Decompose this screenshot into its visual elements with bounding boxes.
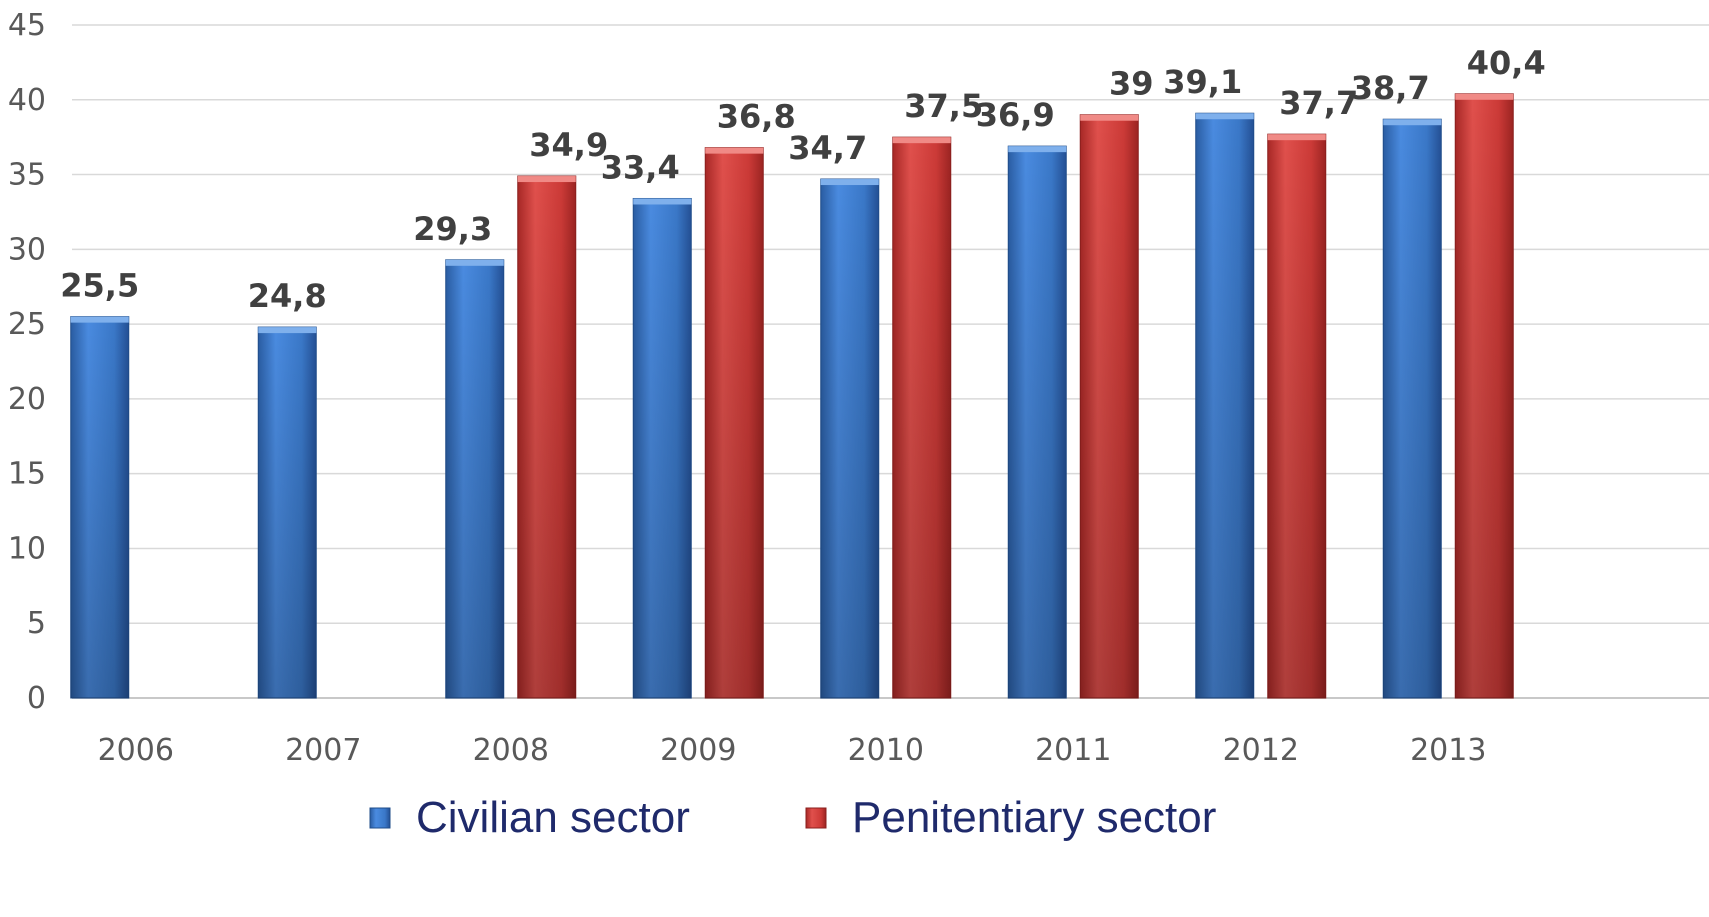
- grid-lines: [72, 24, 1709, 699]
- data-label: 37,7: [1279, 84, 1358, 122]
- data-label: 39,1: [1163, 63, 1242, 101]
- x-tick-label: 2007: [285, 733, 361, 768]
- bar-shade: [820, 179, 879, 698]
- bar-civilian-sector: [1007, 145, 1067, 699]
- y-tick-label: 25: [8, 307, 46, 342]
- legend-item-penitentiary: Penitentiary sector: [805, 793, 1216, 842]
- bar-shade: [705, 147, 764, 698]
- y-tick-label: 10: [8, 531, 46, 566]
- bar-bevel: [70, 316, 129, 323]
- bar-bevel: [445, 259, 504, 266]
- bar-civilian-sector: [1195, 112, 1255, 699]
- bar-shade: [258, 327, 317, 698]
- bar-shade: [1080, 114, 1139, 698]
- bar-shade: [517, 176, 576, 698]
- bar-bevel: [892, 137, 951, 144]
- data-label: 37,5: [904, 87, 983, 125]
- legend-label: Penitentiary sector: [852, 793, 1216, 842]
- legend-swatch: [805, 807, 827, 829]
- x-tick-label: 2010: [848, 733, 924, 768]
- legend-item-civilian: Civilian sector: [369, 793, 690, 842]
- bar-bevel: [1267, 134, 1326, 141]
- bar-civilian-sector: [257, 326, 317, 699]
- data-label: 36,9: [976, 96, 1055, 134]
- bar-shade: [1008, 146, 1067, 698]
- bar-penitentiary-sector: [517, 175, 577, 699]
- bar-civilian-sector: [1382, 118, 1442, 699]
- bar-shade: [633, 198, 692, 699]
- bar-civilian-sector: [820, 178, 880, 699]
- y-tick-label: 45: [8, 8, 46, 43]
- data-label: 39: [1109, 65, 1154, 103]
- data-label: 33,4: [601, 148, 680, 186]
- y-tick-label: 15: [8, 457, 46, 492]
- legend-swatch: [369, 807, 391, 829]
- bar-penitentiary-sector: [1079, 114, 1139, 699]
- data-label: 34,7: [788, 129, 867, 167]
- y-tick-label: 30: [8, 232, 46, 267]
- bar-bevel: [517, 176, 576, 183]
- bar-penitentiary-sector: [1267, 133, 1327, 699]
- data-label: 29,3: [413, 210, 492, 248]
- bar-bevel: [633, 198, 692, 205]
- bar-bevel: [705, 147, 764, 154]
- y-axis-ticks: 0 5 10 15 20 25 30 35 40 45: [8, 8, 46, 716]
- bar-shade: [1455, 93, 1514, 699]
- bar-penitentiary-sector: [892, 136, 952, 699]
- data-label: 25,5: [60, 267, 139, 305]
- bar-bevel: [1080, 114, 1139, 121]
- data-label: 36,8: [717, 98, 796, 136]
- data-label: 34,9: [529, 126, 608, 164]
- bar-bevel: [258, 327, 317, 334]
- bar-bevel: [1008, 146, 1067, 153]
- bars: [70, 93, 1514, 699]
- legend: Civilian sector Penitentiary sector: [369, 793, 1216, 842]
- y-tick-label: 40: [8, 83, 46, 118]
- bar-bevel: [1383, 119, 1442, 126]
- bar-shade: [1195, 113, 1254, 698]
- y-tick-label: 35: [8, 158, 46, 193]
- bar-penitentiary-sector: [1454, 93, 1514, 699]
- bar-shade: [892, 137, 951, 698]
- bar-bevel: [1195, 113, 1254, 120]
- legend-label: Civilian sector: [416, 793, 690, 842]
- bar-shade: [1267, 134, 1326, 699]
- y-tick-label: 5: [27, 606, 46, 641]
- bar-shade: [445, 259, 504, 698]
- bar-shade: [70, 316, 129, 698]
- x-tick-label: 2011: [1035, 733, 1111, 768]
- data-label: 40,4: [1467, 44, 1546, 82]
- bar-penitentiary-sector: [704, 147, 764, 699]
- bar-shade: [1383, 119, 1442, 699]
- data-labels: 25,5 24,8 29,3 34,933,4 36,834,7 37,536,9 39 39…: [60, 44, 1545, 315]
- x-tick-label: 2006: [98, 733, 174, 768]
- y-tick-label: 0: [27, 681, 46, 716]
- bar-bevel: [820, 179, 879, 186]
- data-label: 38,7: [1351, 69, 1430, 107]
- x-tick-label: 2008: [473, 733, 549, 768]
- y-tick-label: 20: [8, 382, 46, 417]
- bar-civilian-sector: [70, 316, 130, 699]
- bar-civilian-sector: [632, 197, 692, 699]
- data-label: 24,8: [248, 277, 327, 315]
- bar-civilian-sector: [445, 259, 505, 699]
- x-tick-label: 2013: [1410, 733, 1486, 768]
- x-tick-label: 2009: [660, 733, 736, 768]
- bar-bevel: [1455, 93, 1514, 100]
- x-tick-label: 2012: [1223, 733, 1299, 768]
- x-axis-ticks: 2006 2007 2008 2009 2010 2011 2012 2013: [98, 733, 1487, 768]
